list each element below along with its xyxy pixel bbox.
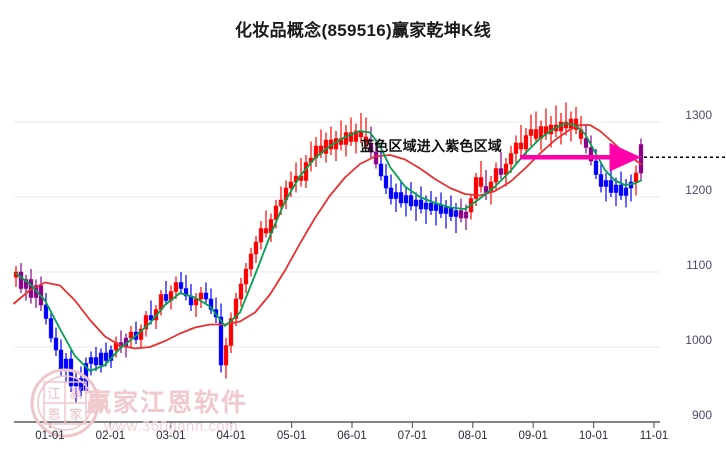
region-transition-annotation: 蓝色区域进入紫色区域 [360,138,502,154]
y-axis-tick: 1000 [685,333,712,347]
svg-text:恩: 恩 [47,407,60,422]
x-axis-tick: 03-01 [156,430,186,442]
gridlines [14,121,660,423]
x-axis-tick: 10-01 [578,430,609,442]
x-axis-tick: 11-01 [639,430,669,442]
x-axis-tick: 05-01 [276,430,307,442]
x-axis-tick: 07-01 [397,430,428,442]
brand-name-watermark: 赢家江恩软件 [86,389,249,417]
x-axis-tick: 04-01 [216,430,246,442]
moving-average-lines [13,122,642,372]
site-url-watermark: www.360gann.com [104,418,239,435]
svg-text:家: 家 [69,407,82,422]
y-axis-tick: 1200 [685,183,712,197]
x-axis-tick: 02-01 [95,430,126,442]
y-axis-tick: 1300 [685,108,712,122]
x-axis-tick: 09-01 [518,430,548,442]
svg-text:赢: 赢 [69,386,82,401]
x-axis-tick: 08-01 [458,430,488,442]
x-axis-tick: 01-01 [35,430,65,442]
chart-axes [14,421,660,428]
brand-logo-watermark: 江 赢 恩 家 [28,366,102,440]
chart-title: 化妆品概念(859516)赢家乾坤K线 [234,21,492,40]
candlestick-series [13,102,644,403]
y-axis-tick: 900 [691,408,712,422]
y-axis-tick: 1100 [686,258,712,272]
x-axis-tick: 06-01 [337,430,367,442]
svg-text:江: 江 [47,386,60,401]
